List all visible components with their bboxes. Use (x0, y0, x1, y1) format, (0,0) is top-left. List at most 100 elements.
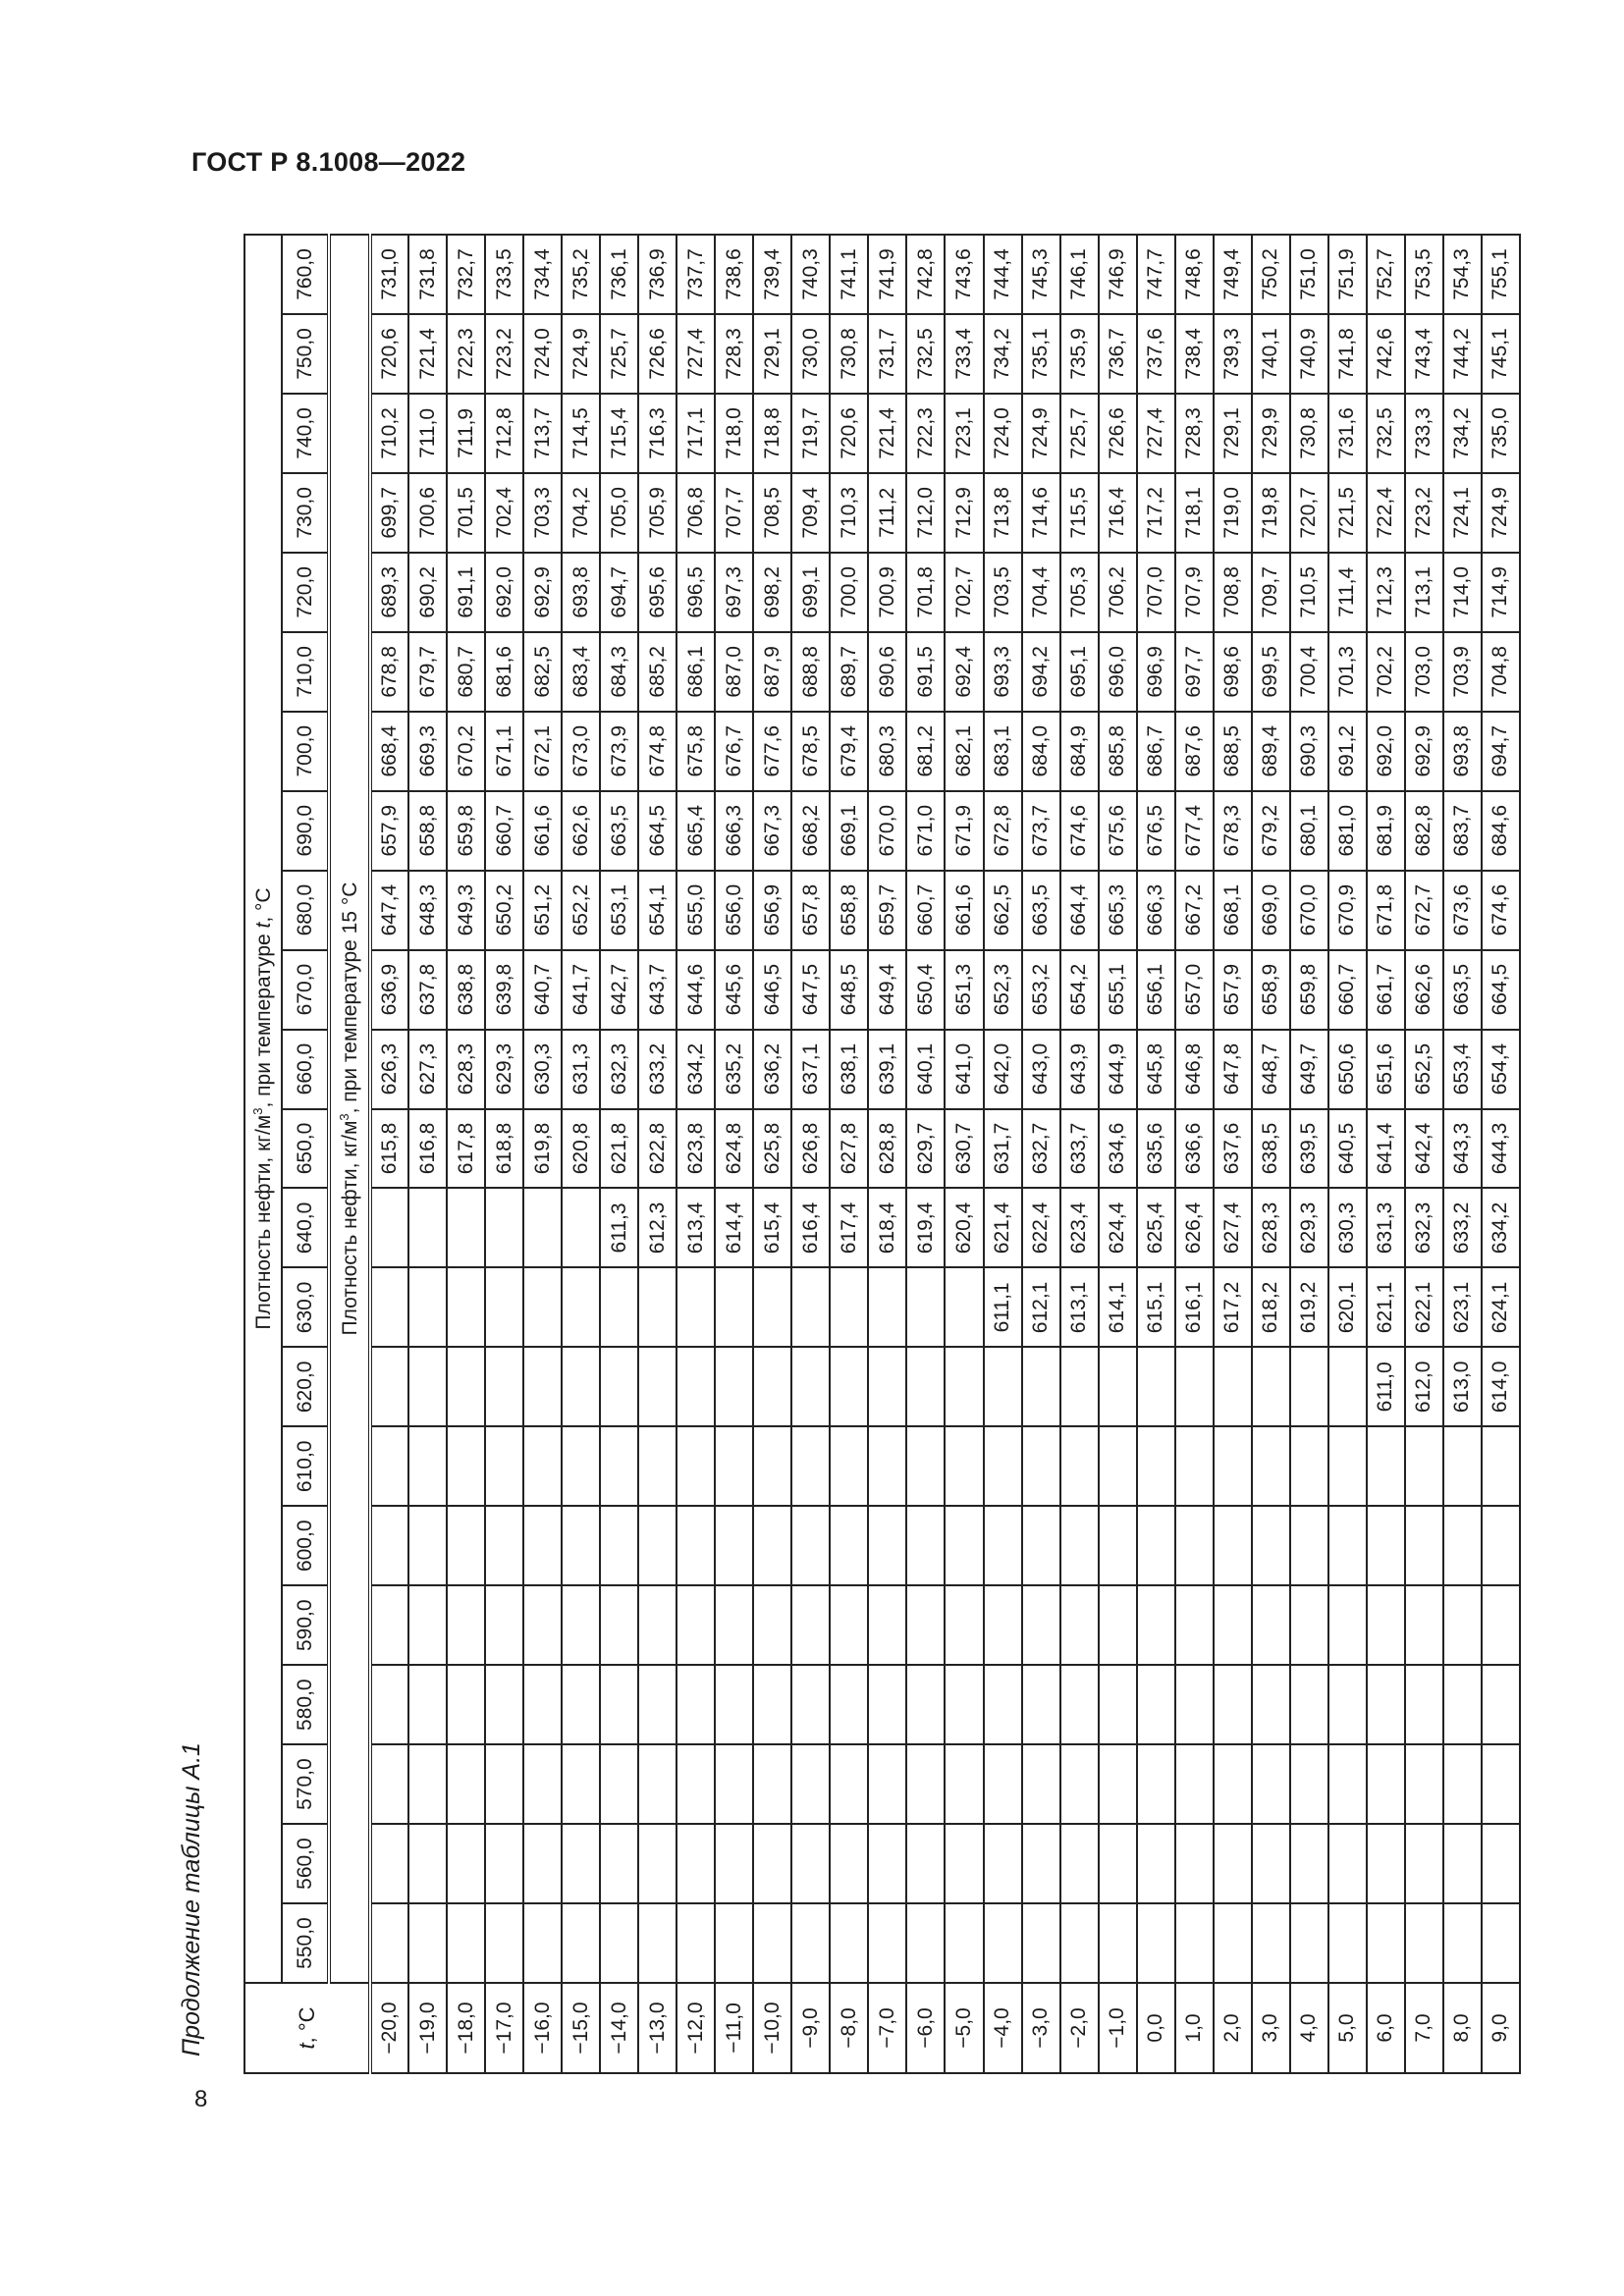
density-cell (562, 1903, 601, 1983)
density-cell (906, 1585, 946, 1666)
density-cell (1327, 1903, 1367, 1983)
density-cell (523, 1824, 563, 1904)
density-cell: 644,9 (1098, 1029, 1137, 1109)
density-cell: 721,4 (408, 313, 448, 394)
density-cell: 641,0 (945, 1029, 984, 1109)
density-cell (983, 1347, 1022, 1427)
density-cell: 668,1 (1213, 870, 1252, 950)
density-cell: 718,8 (753, 393, 792, 473)
density-cell (562, 1665, 601, 1745)
density-cell (485, 1506, 524, 1586)
density-cell: 662,6 (562, 790, 601, 871)
table-row: −2,0 613,1 623,4 633,7 643,9 654,2 664,4 674,6 6… (1059, 235, 1099, 2073)
density-cell: 747,7 (1136, 235, 1175, 314)
density-cell: 736,7 (1098, 313, 1137, 394)
temperature-cell: 2,0 (1213, 1983, 1252, 2073)
density-cell: 643,9 (1059, 1029, 1099, 1109)
density-cell (830, 1665, 869, 1745)
density-cell: 737,7 (677, 235, 716, 314)
density-cell (447, 1665, 486, 1745)
density-cell: 666,3 (1136, 870, 1175, 950)
temperature-cell: 0,0 (1136, 1983, 1175, 2073)
table-row: −16,0 619,8 630,3 640,7 651,2 661,6 672,1 682,5… (523, 235, 563, 2073)
density-cell: 659,8 (447, 790, 486, 871)
density-cell: 657,9 (370, 790, 409, 871)
density-cell (408, 1665, 448, 1745)
density-cell (523, 1744, 563, 1825)
density-cell: 619,4 (906, 1188, 946, 1268)
density-cell: 669,3 (408, 711, 448, 791)
density-cell: 639,8 (485, 949, 524, 1030)
density-cell: 718,0 (715, 393, 754, 473)
density-cell: 684,6 (1481, 790, 1520, 871)
density-cell: 728,3 (1174, 393, 1214, 473)
density-cell: 658,8 (408, 790, 448, 871)
density-cell (1213, 1744, 1252, 1825)
density-cell: 652,5 (1404, 1029, 1443, 1109)
density-cell (1289, 1665, 1328, 1745)
density-cell: 692,0 (1366, 711, 1405, 791)
density-cell (1021, 1824, 1060, 1904)
density-cell: 673,7 (1021, 790, 1060, 871)
density-cell (868, 1267, 907, 1348)
density-cell (1213, 1585, 1252, 1666)
density-cell: 650,2 (485, 870, 524, 950)
density-cell: 624,8 (715, 1108, 754, 1189)
density-cell (1481, 1506, 1520, 1586)
density-cell (562, 1585, 601, 1666)
density-cell: 729,1 (753, 313, 792, 394)
density-cell: 706,8 (677, 472, 716, 553)
density-cell (753, 1506, 792, 1586)
density-cell: 652,3 (983, 949, 1022, 1030)
density-cell: 741,8 (1327, 313, 1367, 394)
temperature-cell: −14,0 (600, 1983, 639, 2073)
density-cell: 636,2 (753, 1029, 792, 1109)
density-cell (945, 1585, 984, 1666)
density-cell: 679,2 (1251, 790, 1290, 871)
density-cell: 647,4 (370, 870, 409, 950)
density-column-header: 580,0 (282, 1665, 329, 1745)
density-cell: 714,5 (562, 393, 601, 473)
density-cell: 652,2 (562, 870, 601, 950)
density-cell: 649,3 (447, 870, 486, 950)
density-cell: 726,6 (1098, 393, 1137, 473)
density-cell (945, 1903, 984, 1983)
density-cell (830, 1347, 869, 1427)
density-cell: 690,2 (408, 552, 448, 632)
density-cell: 722,3 (906, 393, 946, 473)
density-cell: 714,9 (1481, 552, 1520, 632)
density-cell: 620,8 (562, 1108, 601, 1189)
density-cell: 737,6 (1136, 313, 1175, 394)
density-cell: 720,6 (830, 393, 869, 473)
density-cell (562, 1188, 601, 1268)
density-cell (1481, 1585, 1520, 1666)
density-cell (562, 1347, 601, 1427)
density-cell: 741,9 (868, 235, 907, 314)
density-cell (868, 1824, 907, 1904)
density-cell (983, 1824, 1022, 1904)
density-cell (1174, 1903, 1214, 1983)
density-cell (1251, 1506, 1290, 1586)
density-cell (906, 1665, 946, 1745)
density-cell (1327, 1744, 1367, 1825)
density-cell: 632,7 (1021, 1108, 1060, 1189)
temperature-cell: −8,0 (830, 1983, 869, 2073)
density-cell: 686,7 (1136, 711, 1175, 791)
density-cell: 614,0 (1481, 1347, 1520, 1427)
density-column-header: 690,0 (282, 790, 329, 871)
density-cell (485, 1426, 524, 1507)
density-cell: 689,3 (370, 552, 409, 632)
density-cell: 720,7 (1289, 472, 1328, 553)
density-cell: 687,0 (715, 631, 754, 712)
density-cell (1098, 1903, 1137, 1983)
density-cell (1289, 1585, 1328, 1666)
density-cell (408, 1188, 448, 1268)
temperature-cell: −6,0 (906, 1983, 946, 2073)
temperature-cell: 5,0 (1327, 1983, 1367, 2073)
density-cell: 657,8 (791, 870, 831, 950)
density-cell (1366, 1744, 1405, 1825)
density-cell: 617,4 (830, 1188, 869, 1268)
density-cell: 705,3 (1059, 552, 1099, 632)
temperature-column-header: t, °C (244, 1983, 370, 2073)
density-cell: 620,1 (1327, 1267, 1367, 1348)
